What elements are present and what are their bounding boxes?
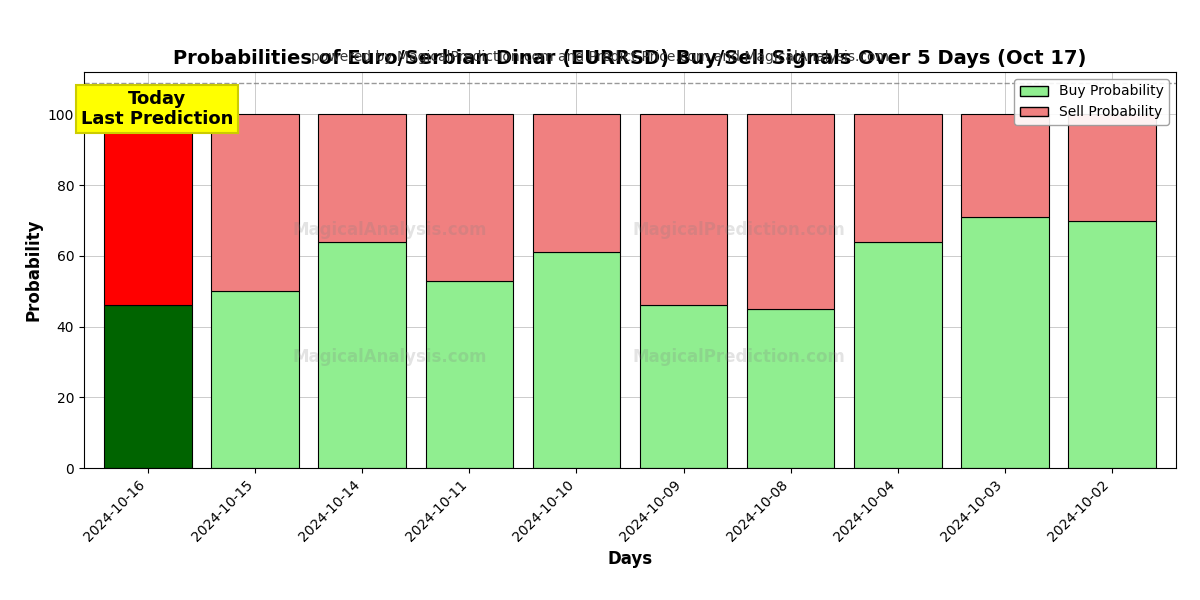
Bar [426, 115, 514, 281]
Bar [961, 115, 1049, 217]
X-axis label: Days: Days [607, 550, 653, 568]
Text: MagicalPrediction.com: MagicalPrediction.com [632, 221, 846, 239]
Bar [1068, 220, 1156, 468]
Text: Today
Last Prediction: Today Last Prediction [80, 89, 233, 128]
Text: MagicalPrediction.com: MagicalPrediction.com [632, 348, 846, 366]
Bar [533, 253, 620, 468]
Bar [211, 115, 299, 291]
Bar [640, 115, 727, 305]
Y-axis label: Probability: Probability [24, 219, 42, 321]
Bar [426, 281, 514, 468]
Bar [640, 305, 727, 468]
Bar [853, 242, 942, 468]
Bar [961, 217, 1049, 468]
Bar [746, 309, 834, 468]
Bar [318, 115, 407, 242]
Title: Probabilities of Euro/Serbian Dinar (EURRSD) Buy/Sell Signals Over 5 Days (Oct 1: Probabilities of Euro/Serbian Dinar (EUR… [173, 49, 1087, 68]
Bar [746, 115, 834, 309]
Bar [318, 242, 407, 468]
Text: powered by MagicalPrediction.com and Predict-Price.com and MagicalAnalysis.com: powered by MagicalPrediction.com and Pre… [311, 50, 889, 64]
Bar [853, 115, 942, 242]
Bar [104, 115, 192, 305]
Text: MagicalAnalysis.com: MagicalAnalysis.com [293, 221, 487, 239]
Bar [104, 305, 192, 468]
Bar [533, 115, 620, 253]
Bar [1068, 115, 1156, 220]
Bar [211, 291, 299, 468]
Text: MagicalAnalysis.com: MagicalAnalysis.com [293, 348, 487, 366]
Legend: Buy Probability, Sell Probability: Buy Probability, Sell Probability [1014, 79, 1169, 125]
